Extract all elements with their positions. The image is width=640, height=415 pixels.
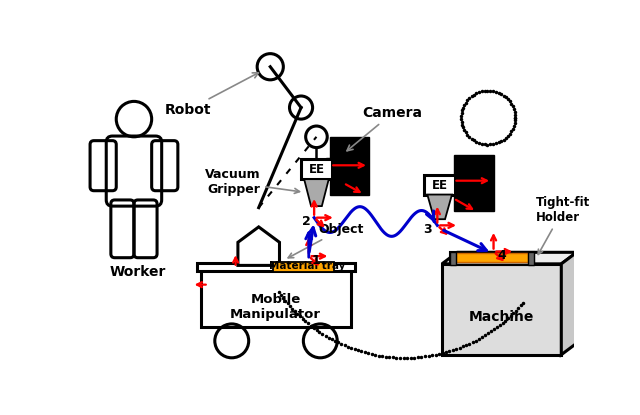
Polygon shape bbox=[238, 227, 280, 266]
Text: Tight-fit
Holder: Tight-fit Holder bbox=[536, 196, 590, 254]
Text: Mobile
Manipulator: Mobile Manipulator bbox=[230, 293, 321, 321]
Text: Machine: Machine bbox=[468, 310, 534, 324]
Bar bbox=[456, 253, 528, 262]
Bar bbox=[450, 251, 456, 266]
Bar bbox=[450, 251, 534, 266]
Bar bbox=[442, 264, 561, 355]
Bar bbox=[330, 137, 369, 195]
Text: 2: 2 bbox=[302, 215, 310, 228]
Text: EE: EE bbox=[431, 179, 447, 192]
Text: 3: 3 bbox=[424, 223, 432, 236]
Polygon shape bbox=[561, 252, 577, 355]
Bar bbox=[197, 263, 355, 271]
Text: Material tray: Material tray bbox=[269, 261, 346, 271]
Text: 1: 1 bbox=[312, 254, 321, 267]
Text: Vacuum
Gripper: Vacuum Gripper bbox=[205, 168, 300, 196]
Text: EE: EE bbox=[308, 164, 324, 176]
Text: Robot: Robot bbox=[164, 73, 259, 117]
Polygon shape bbox=[304, 179, 329, 206]
Bar bbox=[301, 159, 332, 179]
Bar bbox=[528, 251, 534, 266]
Bar bbox=[326, 158, 334, 177]
Text: Camera: Camera bbox=[347, 106, 422, 151]
Polygon shape bbox=[442, 252, 577, 264]
Bar bbox=[450, 175, 458, 192]
Text: Worker: Worker bbox=[109, 266, 166, 279]
Bar bbox=[273, 261, 334, 271]
Bar bbox=[454, 155, 493, 211]
Bar bbox=[201, 269, 351, 327]
Text: 4: 4 bbox=[497, 249, 506, 262]
Bar bbox=[424, 175, 455, 195]
Text: Object: Object bbox=[288, 223, 364, 258]
Polygon shape bbox=[428, 195, 452, 219]
